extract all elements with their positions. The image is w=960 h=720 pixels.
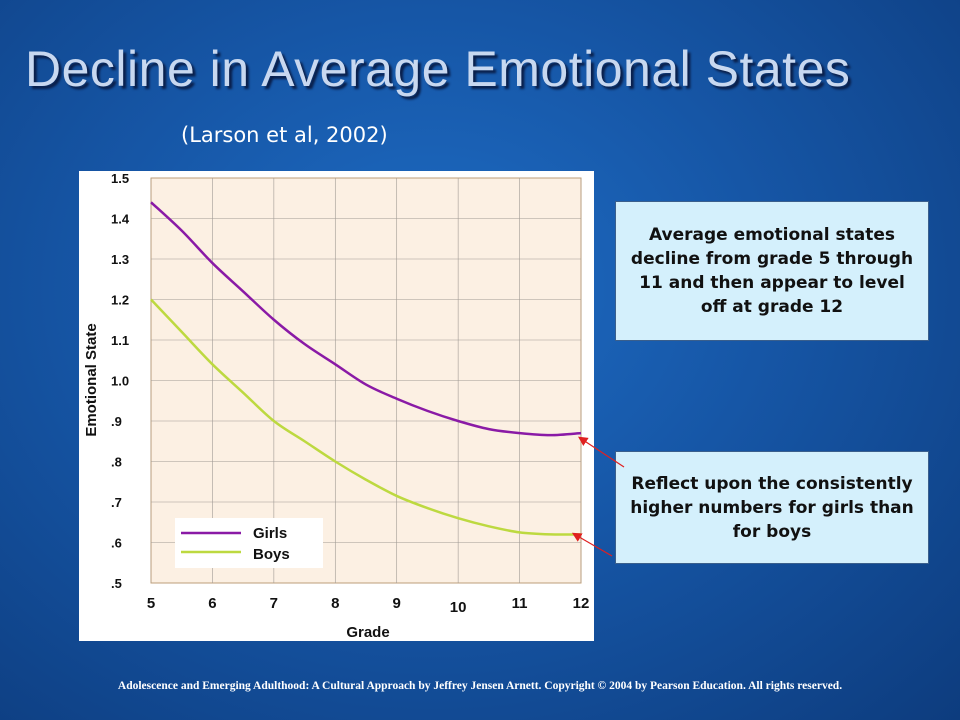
y-tick-label: 1.4 <box>111 212 130 227</box>
x-tick-label: 10 <box>450 599 467 616</box>
x-axis-ticks: 5 6 7 8 9 10 11 12 <box>147 595 590 616</box>
callout-decline: Average emotional states decline from gr… <box>615 201 929 341</box>
y-tick-label: .6 <box>111 536 122 551</box>
emotional-state-chart: .5 .6 .7 .8 .9 1.0 1.1 1.2 1.3 1.4 1.5 5 6 7 8 9 10 11 12… <box>83 171 590 641</box>
y-tick-label: 1.1 <box>111 333 129 348</box>
series-lines <box>150 201 582 536</box>
x-tick-label: 11 <box>512 595 528 612</box>
x-tick-label: 5 <box>147 595 155 612</box>
legend-label-girls: Girls <box>253 525 287 542</box>
slide-title: Decline in Average Emotional States <box>25 41 851 97</box>
y-tick-label: 1.5 <box>111 171 129 186</box>
x-tick-label: 8 <box>331 595 339 612</box>
citation: (Larson et al, 2002) <box>181 123 388 147</box>
series-line-boys <box>150 298 582 536</box>
series-line-girls <box>150 201 582 437</box>
y-tick-label: .8 <box>111 455 122 470</box>
legend-label-boys: Boys <box>253 546 290 563</box>
legend: Girls Boys <box>175 518 323 568</box>
x-tick-label: 6 <box>208 595 216 612</box>
y-axis-ticks: .5 .6 .7 .8 .9 1.0 1.1 1.2 1.3 1.4 1.5 <box>111 171 130 591</box>
y-tick-label: 1.0 <box>111 374 129 389</box>
chart-panel: .5 .6 .7 .8 .9 1.0 1.1 1.2 1.3 1.4 1.5 5 6 7 8 9 10 11 12… <box>79 171 594 641</box>
x-tick-label: 7 <box>270 595 278 612</box>
y-tick-label: 1.3 <box>111 252 129 267</box>
y-tick-label: .9 <box>111 414 122 429</box>
x-tick-label: 12 <box>573 595 590 612</box>
legend-box <box>175 518 323 568</box>
x-axis-label: Grade <box>346 624 389 641</box>
y-tick-label: .5 <box>111 576 122 591</box>
y-tick-label: 1.2 <box>111 293 129 308</box>
x-tick-label: 9 <box>393 595 401 612</box>
y-axis-label: Emotional State <box>83 323 100 436</box>
callout-girls-higher: Reflect upon the consistently higher num… <box>615 451 929 564</box>
y-tick-label: .7 <box>111 495 122 510</box>
copyright-footer: Adolescence and Emerging Adulthood: A Cu… <box>117 680 843 692</box>
